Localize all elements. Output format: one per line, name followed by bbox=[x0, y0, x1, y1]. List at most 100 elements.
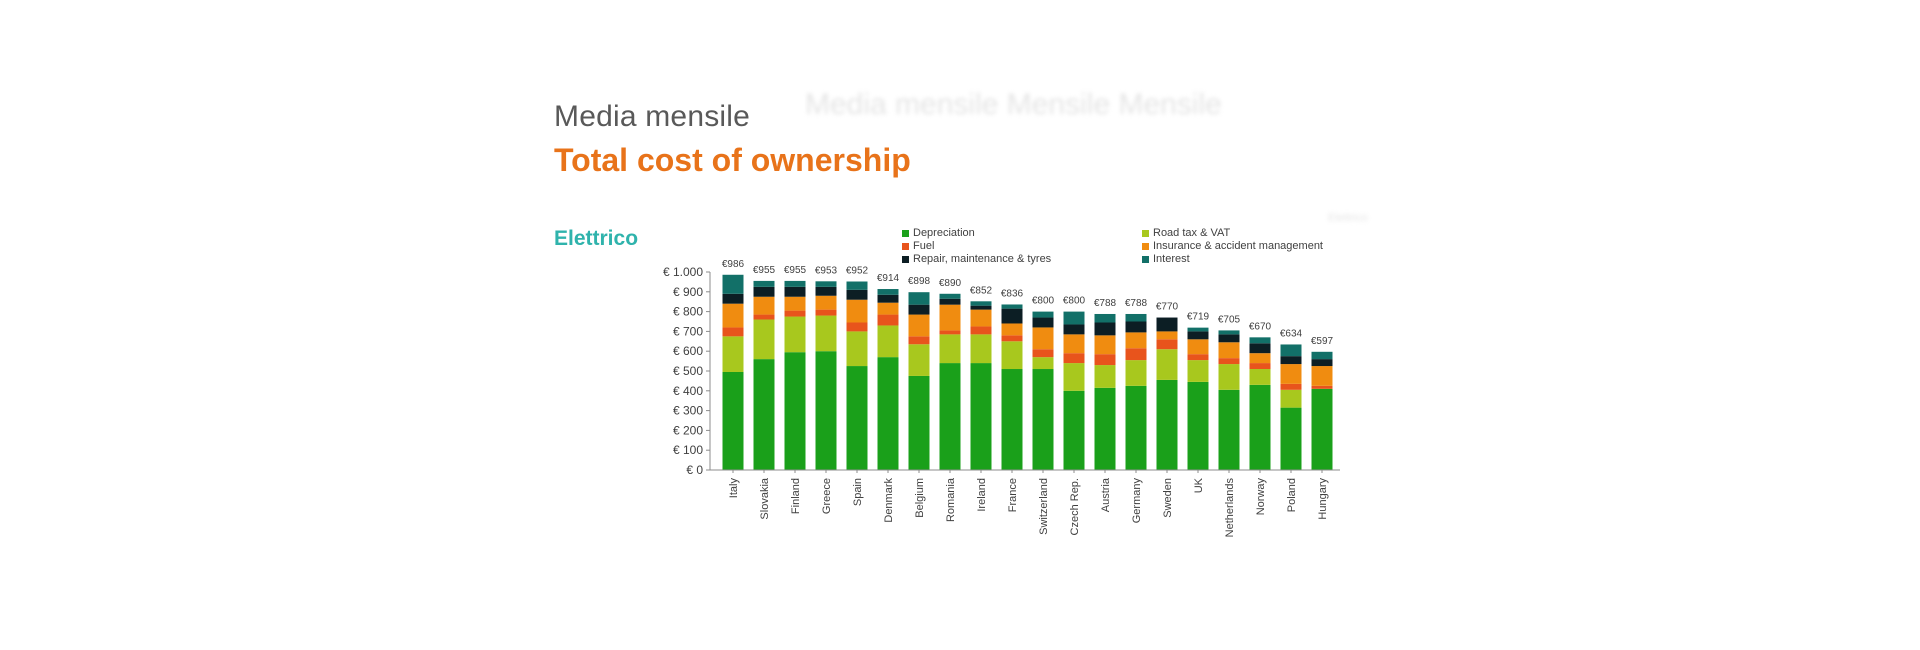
bar-segment-insurance-accident-management bbox=[846, 299, 868, 323]
bar-segment-interest bbox=[1311, 351, 1333, 360]
bar-segment-insurance-accident-management bbox=[1001, 323, 1023, 336]
x-tick-label: Finland bbox=[790, 478, 802, 514]
bar-segment-insurance-accident-management bbox=[1094, 335, 1116, 355]
bar-segment-fuel bbox=[939, 330, 961, 335]
bar-segment-interest bbox=[939, 293, 961, 299]
bar-segment-road-tax-vat bbox=[1094, 365, 1116, 388]
bar-segment-interest bbox=[846, 281, 868, 290]
bar-segment-depreciation bbox=[970, 363, 992, 470]
bar-segment-fuel bbox=[1311, 385, 1333, 389]
bar-segment-interest bbox=[722, 274, 744, 294]
bar-segment-road-tax-vat bbox=[1032, 357, 1054, 370]
bar-segment-repair-maintenance-tyres bbox=[1063, 324, 1085, 335]
bar-segment-interest bbox=[784, 280, 806, 287]
x-tick-label: Belgium bbox=[914, 478, 926, 518]
bar-segment-road-tax-vat bbox=[815, 315, 837, 352]
bar-segment-depreciation bbox=[1094, 387, 1116, 470]
bar-segment-fuel bbox=[1280, 383, 1302, 390]
legend-item-road-tax: Road tax & VAT bbox=[1142, 227, 1342, 240]
bar-segment-depreciation bbox=[722, 371, 744, 470]
bar-total-label: €986 bbox=[722, 259, 745, 270]
bar-segment-depreciation bbox=[753, 359, 775, 470]
bar-segment-depreciation bbox=[877, 357, 899, 470]
legend-label: Repair, maintenance & tyres bbox=[913, 253, 1052, 265]
bar-total-label: €800 bbox=[1063, 296, 1086, 307]
bar-segment-depreciation bbox=[1063, 390, 1085, 470]
bar-segment-insurance-accident-management bbox=[908, 314, 930, 337]
bar-total-label: €836 bbox=[1001, 288, 1024, 299]
bar-segment-repair-maintenance-tyres bbox=[1249, 343, 1271, 354]
x-tick-label: Romania bbox=[945, 477, 957, 522]
y-tick-label: € 900 bbox=[673, 285, 703, 299]
x-tick-label: Greece bbox=[821, 478, 833, 514]
x-tick-label: Switzerland bbox=[1038, 478, 1050, 535]
legend-item-depreciation: Depreciation bbox=[902, 227, 1142, 240]
bar-segment-insurance-accident-management bbox=[1125, 332, 1147, 349]
legend-item-insurance: Insurance & accident management bbox=[1142, 240, 1342, 253]
bar-segment-interest bbox=[877, 289, 899, 295]
bar-segment-repair-maintenance-tyres bbox=[1094, 322, 1116, 336]
legend-label: Depreciation bbox=[913, 227, 975, 239]
x-tick-label: Italy bbox=[728, 478, 740, 499]
bar-segment-depreciation bbox=[1001, 369, 1023, 470]
bar-segment-interest bbox=[1032, 311, 1054, 318]
x-tick-label: Netherlands bbox=[1224, 478, 1236, 538]
bar-segment-road-tax-vat bbox=[1156, 349, 1178, 380]
x-tick-label: Poland bbox=[1286, 478, 1298, 512]
stacked-bar-chart: € 0 € 100 € 200 € 300 € 400 € 500 € 600 € 700 € … bbox=[663, 259, 1340, 538]
bar-segment-fuel bbox=[1125, 348, 1147, 361]
bar-segment-fuel bbox=[1156, 339, 1178, 350]
ghost-heading: Media mensile Mensile Mensile bbox=[805, 88, 1222, 121]
bar-segment-fuel bbox=[722, 327, 744, 337]
bar-segment-depreciation bbox=[1187, 381, 1209, 470]
bar-segment-repair-maintenance-tyres bbox=[1280, 356, 1302, 365]
chart-legend: Depreciation Road tax & VAT Fuel Insuran… bbox=[902, 227, 1342, 266]
bar-segment-fuel bbox=[1249, 363, 1271, 370]
bar-segment-repair-maintenance-tyres bbox=[846, 289, 868, 300]
bar-segment-road-tax-vat bbox=[908, 344, 930, 376]
bar-segment-road-tax-vat bbox=[1249, 369, 1271, 385]
bars: €986 €955 €955 €953 €952 €914 €898 €890 €852 €836… bbox=[722, 259, 1334, 470]
bar-segment-depreciation bbox=[846, 366, 868, 470]
bar-segment-interest bbox=[1280, 344, 1302, 357]
y-tick-label: € 500 bbox=[673, 364, 703, 378]
page-subtitle: Media mensile bbox=[554, 100, 751, 133]
bar-segment-road-tax-vat bbox=[722, 336, 744, 372]
bar-segment-insurance-accident-management bbox=[1280, 364, 1302, 384]
bar-total-label: €955 bbox=[753, 265, 776, 276]
bar-segment-interest bbox=[815, 281, 837, 287]
bar-segment-interest bbox=[1063, 311, 1085, 325]
bar-segment-fuel bbox=[1001, 335, 1023, 342]
bar-total-label: €788 bbox=[1125, 298, 1148, 309]
bar-total-label: €852 bbox=[970, 285, 993, 296]
bar-segment-fuel bbox=[753, 314, 775, 320]
y-tick-label: € 1.000 bbox=[663, 265, 703, 279]
bar-segment-insurance-accident-management bbox=[1063, 334, 1085, 354]
bar-segment-depreciation bbox=[908, 375, 930, 470]
page-title: Total cost of ownership bbox=[554, 142, 911, 178]
bar-total-label: €953 bbox=[815, 265, 838, 276]
x-axis: Italy Slovakia Finland Greece Spain Denmark Be… bbox=[710, 469, 1340, 538]
legend-item-interest: Interest bbox=[1142, 253, 1342, 266]
bar-total-label: €914 bbox=[877, 273, 900, 284]
bar-segment-road-tax-vat bbox=[846, 331, 868, 367]
legend-swatch-road-tax bbox=[1142, 230, 1149, 237]
bar-segment-insurance-accident-management bbox=[877, 302, 899, 315]
bar-segment-repair-maintenance-tyres bbox=[784, 286, 806, 297]
legend-item-fuel: Fuel bbox=[902, 240, 1142, 253]
bar-total-label: €788 bbox=[1094, 298, 1117, 309]
y-tick-label: € 800 bbox=[673, 305, 703, 319]
bar-segment-road-tax-vat bbox=[970, 334, 992, 364]
bar-segment-interest bbox=[1218, 330, 1240, 335]
legend-label: Interest bbox=[1153, 253, 1190, 265]
bar-segment-repair-maintenance-tyres bbox=[908, 304, 930, 315]
bar-segment-repair-maintenance-tyres bbox=[1187, 331, 1209, 340]
bar-total-label: €952 bbox=[846, 266, 869, 277]
legend-label: Insurance & accident management bbox=[1153, 240, 1323, 252]
bar-segment-road-tax-vat bbox=[753, 319, 775, 360]
bar-segment-road-tax-vat bbox=[784, 316, 806, 353]
bar-segment-interest bbox=[970, 301, 992, 306]
legend-swatch-interest bbox=[1142, 256, 1149, 263]
bar-segment-repair-maintenance-tyres bbox=[1125, 321, 1147, 333]
bar-segment-fuel bbox=[970, 326, 992, 335]
